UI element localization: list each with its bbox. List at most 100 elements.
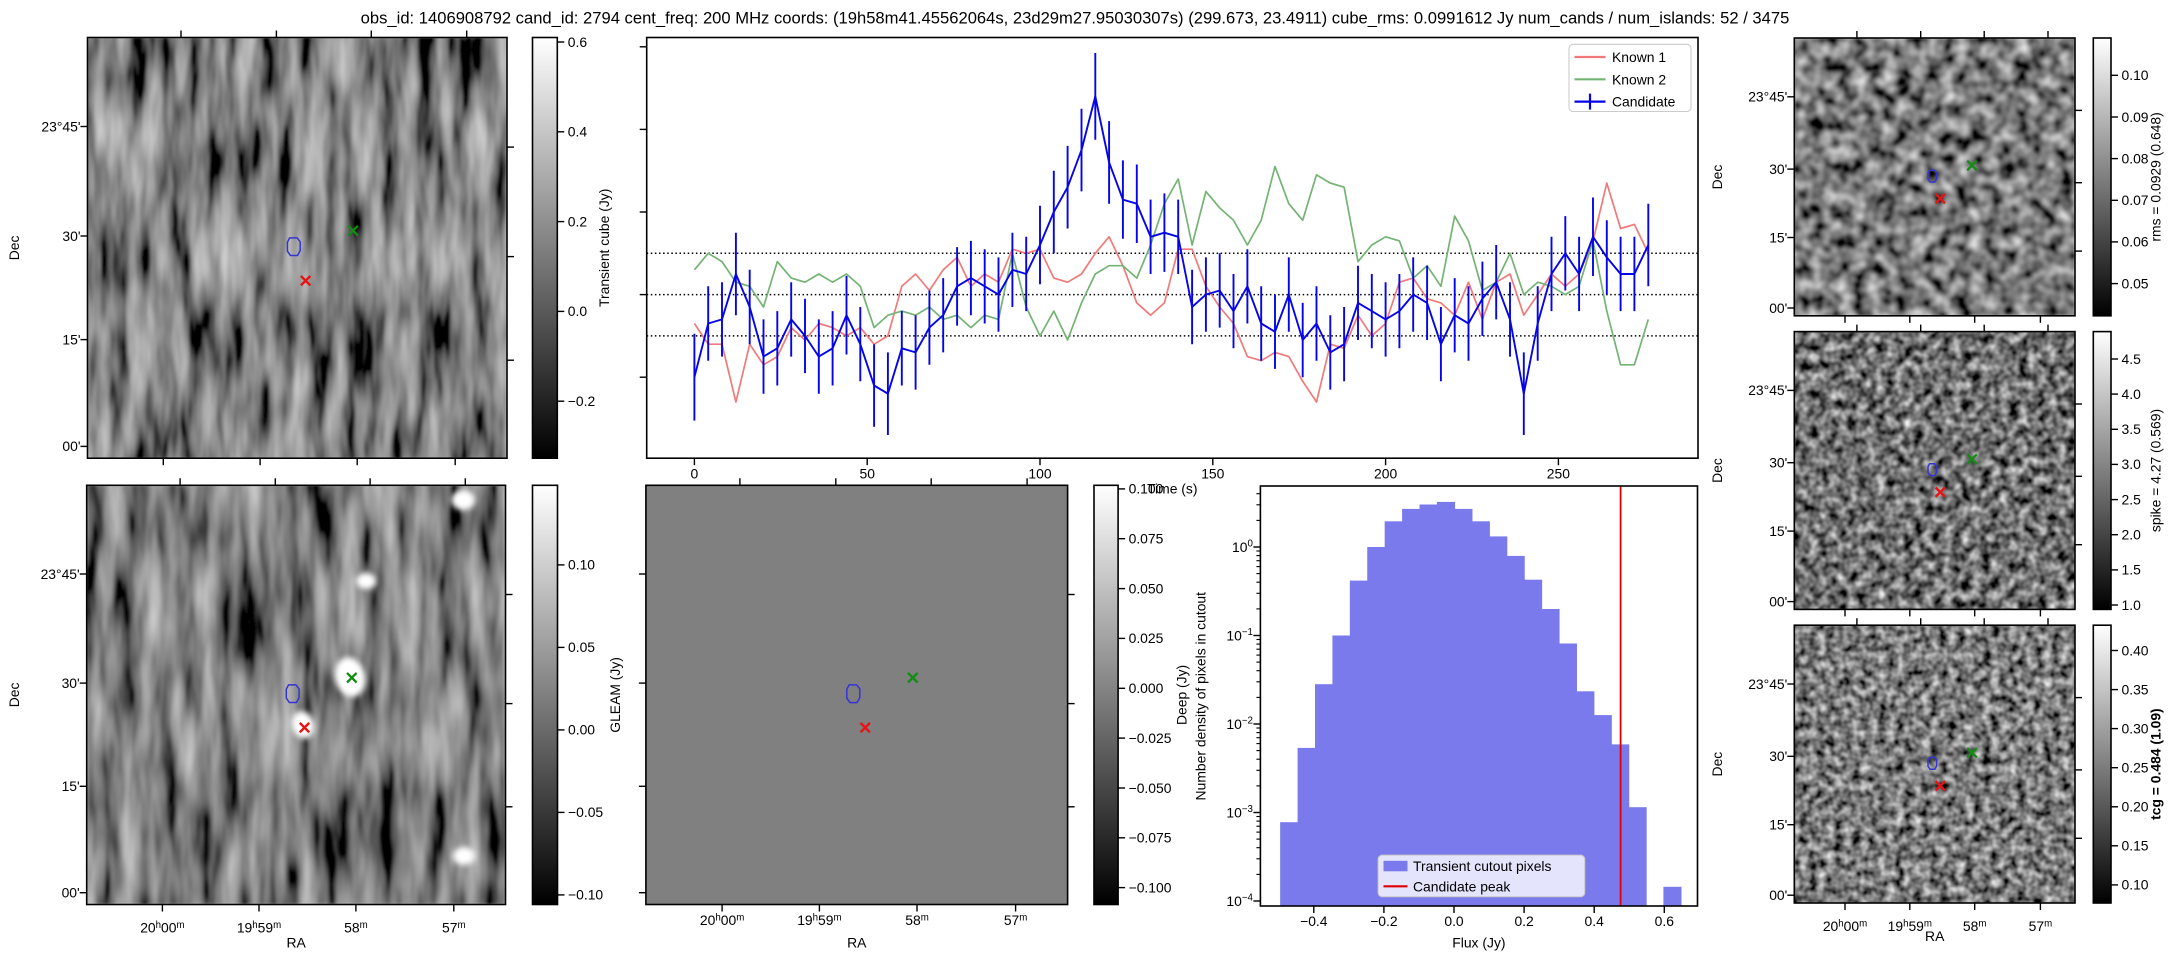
svg-text:150: 150 [1201, 465, 1224, 481]
svg-text:Dec: Dec [1709, 165, 1725, 190]
svg-text:30': 30' [1769, 455, 1787, 471]
svg-text:0.075: 0.075 [1129, 531, 1164, 547]
svg-text:00': 00' [62, 885, 80, 901]
svg-text:−0.025: −0.025 [1129, 730, 1172, 746]
svg-text:Time (s): Time (s) [1147, 481, 1197, 497]
svg-text:19h59m: 19h59m [1888, 918, 1932, 934]
svg-text:−0.2: −0.2 [1370, 913, 1398, 929]
svg-text:15': 15' [1769, 523, 1787, 539]
svg-text:15': 15' [1769, 817, 1787, 833]
svg-text:−0.4: −0.4 [1300, 913, 1328, 929]
svg-text:0.10: 0.10 [2122, 877, 2149, 893]
svg-text:spike = 4.27 (0.569): spike = 4.27 (0.569) [2148, 409, 2164, 532]
svg-text:0.6: 0.6 [568, 34, 588, 50]
svg-text:0.025: 0.025 [1129, 630, 1164, 646]
svg-text:0: 0 [691, 465, 699, 481]
svg-text:20h00m: 20h00m [140, 920, 184, 936]
svg-text:23°45': 23°45' [1748, 382, 1787, 398]
svg-text:30': 30' [1769, 748, 1787, 764]
svg-text:0.06: 0.06 [2122, 234, 2149, 250]
svg-text:19h59m: 19h59m [797, 912, 841, 928]
svg-text:Dec: Dec [6, 235, 22, 260]
svg-text:0.2: 0.2 [1514, 913, 1534, 929]
svg-text:20h00m: 20h00m [1823, 918, 1867, 934]
svg-text:2.5: 2.5 [2122, 491, 2142, 507]
svg-text:0.4: 0.4 [568, 124, 588, 140]
svg-text:−0.2: −0.2 [568, 393, 596, 409]
svg-text:0.050: 0.050 [1129, 580, 1164, 596]
svg-text:0.15: 0.15 [2122, 838, 2149, 854]
svg-text:23°45': 23°45' [1748, 89, 1787, 105]
svg-text:0.35: 0.35 [2122, 681, 2149, 697]
svg-text:tcg = 0.484 (1.09): tcg = 0.484 (1.09) [2148, 708, 2164, 820]
svg-text:0.2: 0.2 [568, 213, 588, 229]
svg-text:0.40: 0.40 [2122, 642, 2149, 658]
svg-text:0.10: 0.10 [2122, 67, 2149, 83]
svg-text:15': 15' [1769, 229, 1787, 245]
svg-text:0.000: 0.000 [1129, 680, 1164, 696]
svg-text:00': 00' [1769, 300, 1787, 316]
svg-text:0.4: 0.4 [1585, 913, 1605, 929]
svg-text:−0.075: −0.075 [1129, 830, 1172, 846]
svg-text:0.07: 0.07 [2122, 192, 2149, 208]
svg-text:3.5: 3.5 [2122, 421, 2142, 437]
svg-text:Candidate peak: Candidate peak [1413, 878, 1510, 894]
svg-text:20h00m: 20h00m [700, 912, 744, 928]
svg-text:4.0: 4.0 [2122, 386, 2142, 402]
svg-text:Number density of pixels in cu: Number density of pixels in cutout [1193, 592, 1209, 801]
svg-text:Deep (Jy): Deep (Jy) [1174, 665, 1190, 725]
svg-text:00': 00' [1769, 593, 1787, 609]
svg-text:obs_id: 1406908792 cand_id: 27: obs_id: 1406908792 cand_id: 2794 cent_fr… [361, 9, 1790, 28]
svg-text:0.00: 0.00 [568, 722, 595, 738]
svg-text:15': 15' [62, 778, 80, 794]
svg-text:−0.100: −0.100 [1129, 879, 1172, 895]
svg-text:4.5: 4.5 [2122, 351, 2142, 367]
svg-text:50: 50 [859, 465, 875, 481]
svg-text:Flux (Jy): Flux (Jy) [1452, 935, 1505, 951]
svg-text:15': 15' [62, 331, 80, 347]
svg-text:250: 250 [1547, 465, 1570, 481]
svg-text:1.0: 1.0 [2122, 597, 2142, 613]
svg-text:Known 2: Known 2 [1612, 71, 1666, 87]
svg-text:0.05: 0.05 [2122, 275, 2149, 291]
svg-text:Transient cutout pixels: Transient cutout pixels [1413, 858, 1552, 874]
svg-text:0.0: 0.0 [1444, 913, 1464, 929]
svg-text:0.6: 0.6 [1655, 913, 1675, 929]
svg-text:RA: RA [847, 935, 867, 951]
svg-text:−0.05: −0.05 [568, 804, 603, 820]
svg-text:2.0: 2.0 [2122, 527, 2142, 543]
svg-text:0.30: 0.30 [2122, 720, 2149, 736]
svg-text:100: 100 [1028, 465, 1051, 481]
svg-text:0.100: 0.100 [1129, 481, 1164, 497]
svg-text:0.05: 0.05 [568, 639, 595, 655]
svg-text:0.20: 0.20 [2122, 799, 2149, 815]
svg-text:23°45': 23°45' [41, 566, 80, 582]
svg-text:0.25: 0.25 [2122, 760, 2149, 776]
svg-text:00': 00' [1769, 887, 1787, 903]
svg-text:Transient cube (Jy): Transient cube (Jy) [596, 189, 612, 307]
svg-text:Candidate: Candidate [1612, 94, 1676, 110]
svg-text:00': 00' [62, 438, 80, 454]
svg-text:30': 30' [1769, 161, 1787, 177]
svg-text:19h59m: 19h59m [237, 920, 281, 936]
svg-text:rms = 0.0929 (0.648): rms = 0.0929 (0.648) [2148, 112, 2164, 241]
svg-text:30': 30' [62, 675, 80, 691]
svg-text:−0.10: −0.10 [568, 887, 603, 903]
svg-text:0.09: 0.09 [2122, 109, 2149, 125]
svg-text:200: 200 [1374, 465, 1397, 481]
svg-text:Dec: Dec [1709, 458, 1725, 483]
svg-text:RA: RA [1925, 928, 1945, 944]
svg-text:1.5: 1.5 [2122, 562, 2142, 578]
svg-text:0.10: 0.10 [568, 557, 595, 573]
svg-text:30': 30' [62, 228, 80, 244]
svg-text:23°45': 23°45' [1748, 676, 1787, 692]
svg-text:Dec: Dec [1709, 752, 1725, 777]
svg-text:3.0: 3.0 [2122, 456, 2142, 472]
svg-text:23°45': 23°45' [41, 118, 80, 134]
svg-text:GLEAM (Jy): GLEAM (Jy) [607, 657, 623, 733]
svg-text:Dec: Dec [6, 682, 22, 707]
svg-text:−0.050: −0.050 [1129, 780, 1172, 796]
svg-text:Known 1: Known 1 [1612, 49, 1666, 65]
svg-text:0.08: 0.08 [2122, 150, 2149, 166]
svg-text:0.0: 0.0 [568, 303, 588, 319]
